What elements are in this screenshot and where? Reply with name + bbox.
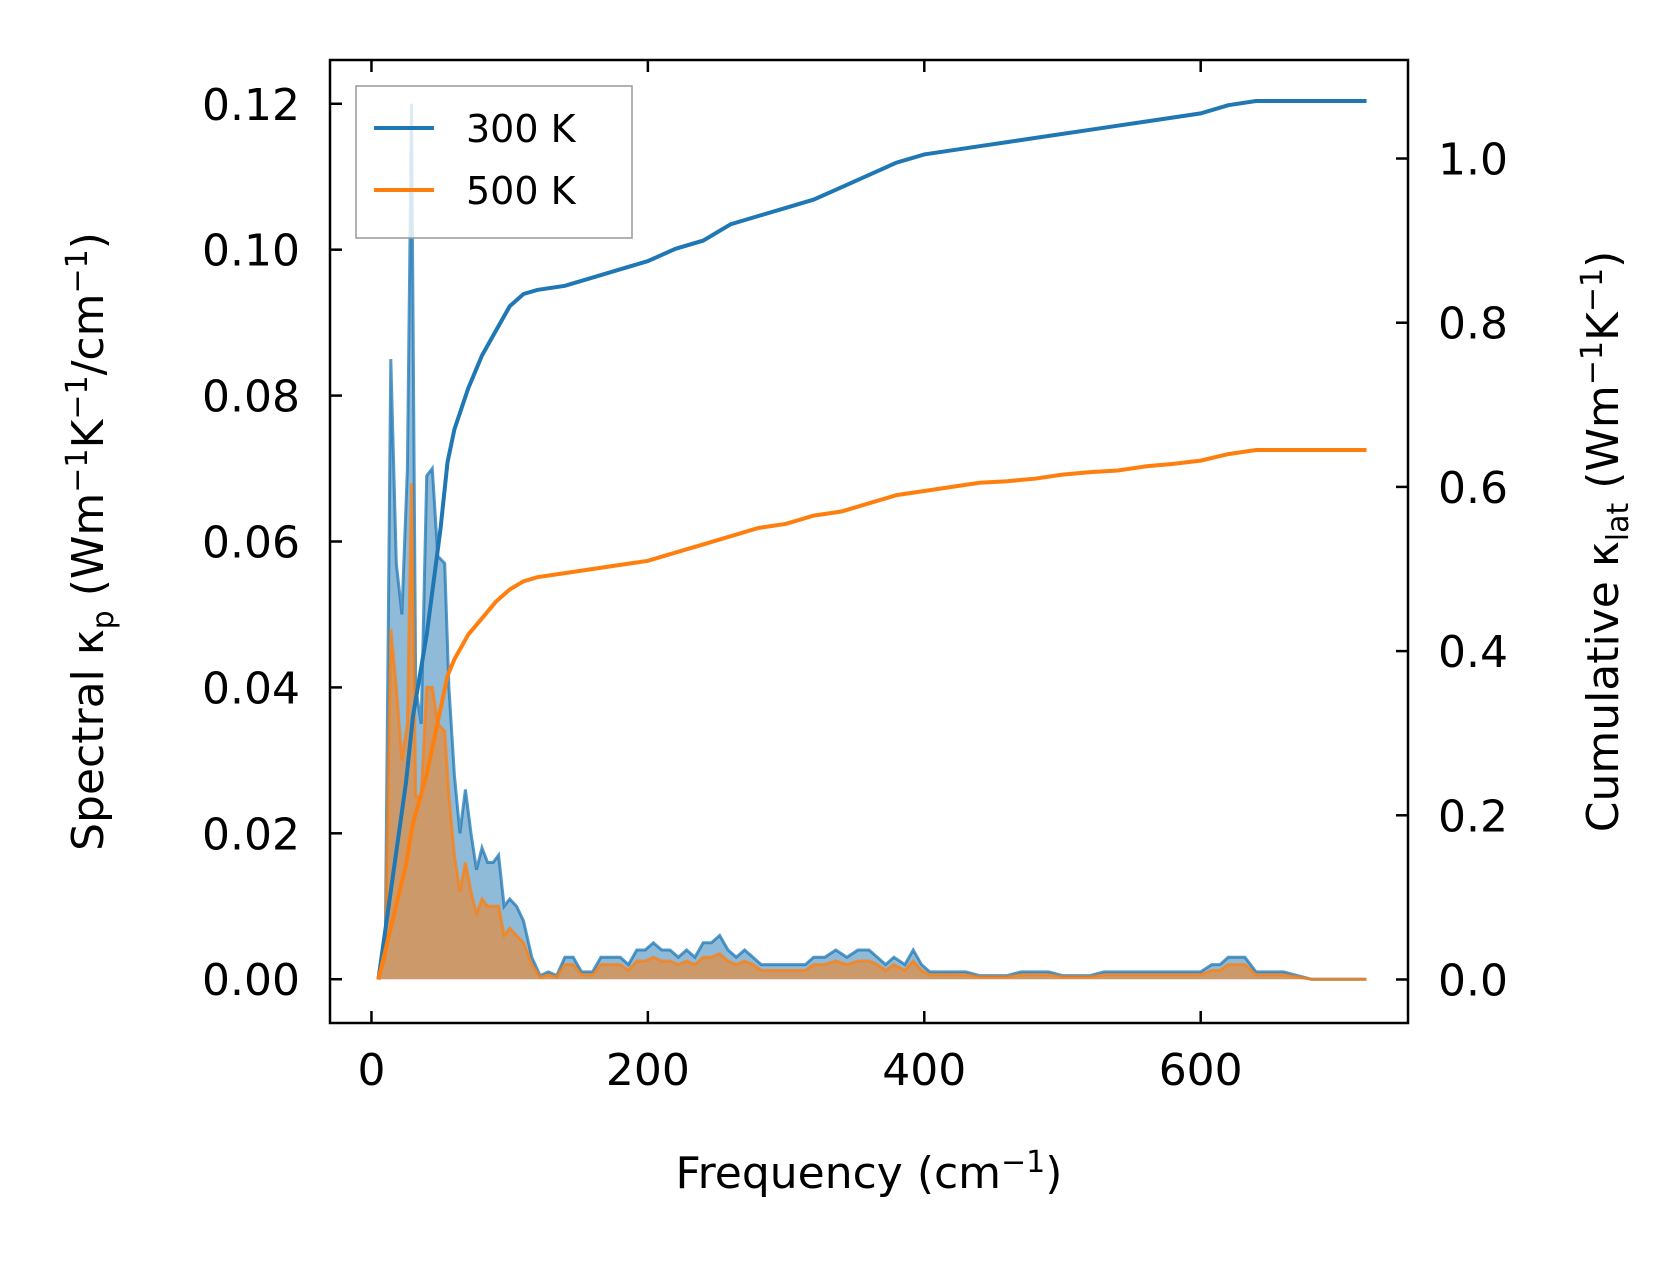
x-tick-label: 0 [357,1045,385,1096]
x-axis-label: Frequency (cm−1) [676,1145,1063,1199]
y-right-tick-label: 0.8 [1438,299,1508,350]
x-tick-label: 200 [606,1045,690,1096]
cumulative-line-500k [376,448,1367,980]
spectral-area-500k [378,483,1367,980]
series-lines [376,99,1367,980]
y-left-tick-label: 0.08 [202,372,300,423]
y-left-tick-label: 0.04 [202,663,300,714]
y-right-axis-label: Cumulative κlat (Wm−1K−1) [1575,251,1636,833]
legend-label-300k: 300 K [466,107,577,151]
y-right-tick-label: 0.0 [1438,955,1508,1006]
x-tick-label: 400 [882,1045,966,1096]
y-left-tick-label: 0.10 [202,226,300,277]
y-left-tick-label: 0.06 [202,518,300,569]
y-right-tick-label: 0.2 [1438,791,1508,842]
y-left-tick-label: 0.02 [202,809,300,860]
y-left-axis-label: Spectral κp (Wm−1K−1/cm−1) [60,232,121,851]
legend-label-500k: 500 K [466,169,577,213]
cumulative-line-300k [376,99,1367,980]
y-right-tick-label: 0.6 [1438,463,1508,514]
spectral-fills [376,103,1367,981]
spectral-line-300k [376,103,1367,981]
spectral-line-500k [376,483,1367,981]
y-right-tick-label: 0.4 [1438,627,1508,678]
y-left-tick-label: 0.00 [202,955,300,1006]
legend-box [355,85,633,239]
x-tick-label: 600 [1159,1045,1243,1096]
axis-ticks: 0 200 400 600 0.00 0.02 0.04 0.06 0.08 0.10 0.12 0.… [202,60,1508,1096]
y-right-tick-label: 1.0 [1438,135,1508,186]
legend: 300 K 500 K [355,85,633,239]
spectral-area-300k [378,103,1367,980]
y-left-tick-label: 0.12 [202,80,300,131]
